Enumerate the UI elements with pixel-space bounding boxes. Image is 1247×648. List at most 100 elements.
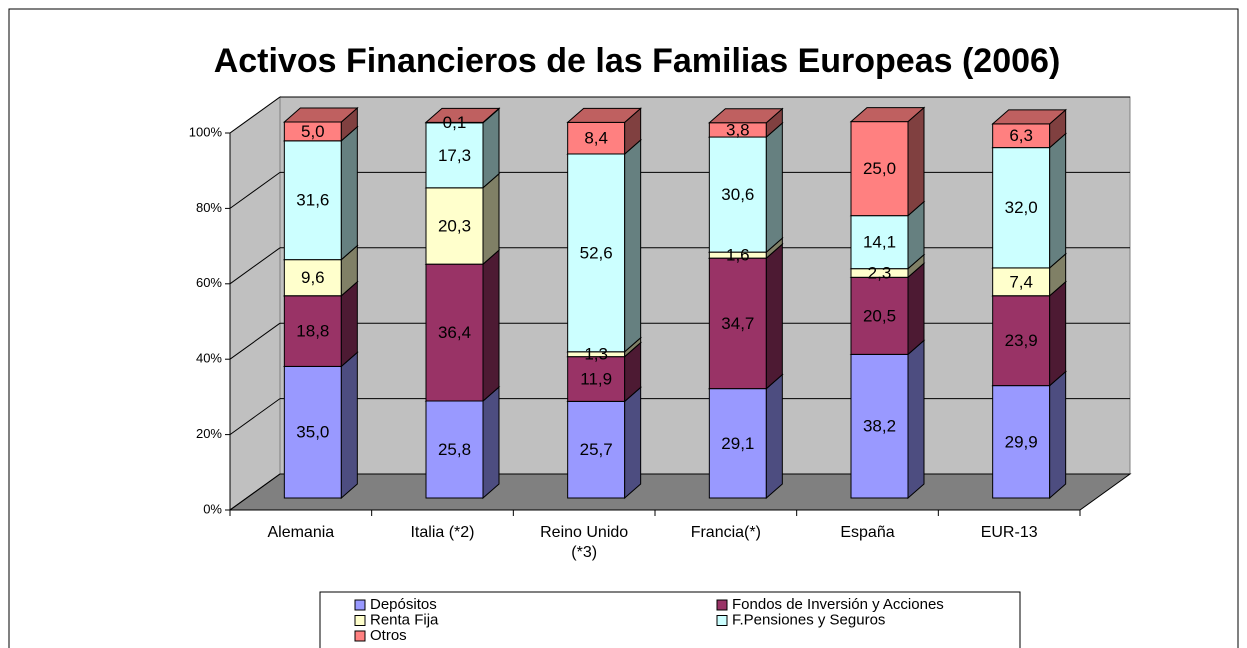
bar-segment (283, 259, 342, 297)
data-label: 38,2 (863, 417, 896, 436)
grid-line (229, 398, 281, 436)
legend-box (319, 591, 1021, 648)
bar-segment (283, 295, 342, 367)
data-label: 25,0 (863, 159, 896, 178)
bar-side (907, 106, 925, 217)
data-label: 25,8 (438, 440, 471, 459)
bar-segment (425, 263, 484, 402)
data-label: 17,3 (438, 146, 471, 165)
data-label: 23,9 (1005, 331, 1038, 350)
data-label: 31,6 (296, 191, 329, 210)
bar-top (283, 107, 359, 123)
x-tick-label: España (840, 524, 895, 541)
bar-side (482, 172, 500, 266)
bar-side (1049, 370, 1067, 500)
bar-side (1049, 280, 1067, 387)
bar-segment (425, 400, 484, 499)
bar-side (765, 121, 783, 254)
legend-label: Otros (370, 627, 407, 644)
data-label: 25,7 (580, 440, 613, 459)
bar-side (340, 125, 358, 261)
y-tick-label: 60% (196, 275, 222, 290)
data-label: 1,3 (584, 345, 608, 364)
x-tick-label: Francia(*) (690, 524, 761, 541)
data-label: 18,8 (296, 322, 329, 341)
data-label: 14,1 (863, 233, 896, 252)
y-tick-label: 0% (203, 501, 222, 516)
bar-side (1049, 132, 1067, 269)
grid-line (229, 96, 281, 134)
bar-side (482, 249, 500, 403)
grid-line (229, 171, 281, 209)
x-tick-label: Alemania (267, 524, 335, 541)
bar-side (624, 386, 642, 500)
data-label: 20,3 (438, 216, 471, 235)
data-label: 3,8 (726, 120, 750, 139)
data-label: 35,0 (296, 423, 329, 442)
legend-swatch (354, 615, 366, 626)
legend-label: Renta Fija (370, 611, 439, 628)
data-label: 36,4 (438, 323, 471, 342)
data-label: 30,6 (721, 185, 754, 204)
grid-line (229, 322, 281, 360)
legend-label: Fondos de Inversión y Acciones (732, 596, 944, 613)
data-label: 9,6 (301, 268, 325, 287)
bar-segment (850, 353, 909, 499)
data-label: 20,5 (863, 306, 896, 325)
data-label: 0,1 (443, 113, 467, 132)
bar-segment (992, 295, 1051, 387)
data-label: 29,1 (721, 434, 754, 453)
data-label: 5,0 (301, 122, 325, 141)
x-tick-label: Italia (*2) (410, 524, 475, 541)
bar-top (566, 107, 642, 123)
bar-segment (850, 121, 909, 217)
y-tick-label: 100% (189, 124, 223, 139)
bar-segment (283, 140, 342, 261)
data-label: 6,3 (1009, 126, 1033, 145)
x-tick-label: EUR-13 (980, 524, 1038, 541)
bar-side (340, 280, 358, 368)
bar-top (424, 107, 501, 123)
bar-side (907, 339, 925, 500)
bar-side (907, 262, 925, 356)
bar-side (624, 138, 642, 353)
legend-label: Depósitos (370, 596, 437, 613)
bar-segment (425, 122, 484, 189)
bar-segment (708, 257, 767, 390)
legend-swatch (354, 630, 366, 642)
bar-segment (708, 388, 767, 499)
legend-swatch (354, 599, 366, 611)
grid-line (229, 473, 281, 511)
data-label: 29,9 (1005, 432, 1038, 451)
bar-top (991, 109, 1067, 125)
chart-title: Activos Financieros de las Familias Euro… (214, 42, 1061, 80)
data-label: 11,9 (580, 369, 612, 388)
bar-side (340, 351, 358, 500)
data-label: 34,7 (721, 314, 754, 333)
legend-swatch (716, 615, 728, 626)
bar-side (765, 373, 783, 500)
data-label: 8,4 (584, 129, 608, 148)
side-wall (229, 96, 281, 511)
y-tick-label: 80% (196, 200, 222, 215)
bar-segment (567, 153, 626, 353)
bar-segment (708, 136, 767, 253)
legend-label: F.Pensiones y Seguros (732, 611, 885, 628)
y-tick-label: 20% (196, 426, 222, 441)
data-label: 2,3 (868, 263, 892, 282)
data-label: 52,6 (580, 243, 613, 262)
data-label: 32,0 (1005, 198, 1038, 217)
x-tick-label: Reino Unido (*3) (540, 524, 629, 561)
bar-segment (283, 365, 342, 499)
data-label: 7,4 (1009, 272, 1033, 291)
data-label: 1,6 (726, 246, 750, 265)
bar-top (708, 108, 784, 124)
y-tick-label: 40% (196, 351, 222, 366)
legend-swatch (716, 599, 728, 611)
bar-top (849, 107, 926, 123)
bar-segment (425, 187, 484, 265)
bar-segment (850, 276, 909, 355)
bar-side (482, 385, 500, 500)
